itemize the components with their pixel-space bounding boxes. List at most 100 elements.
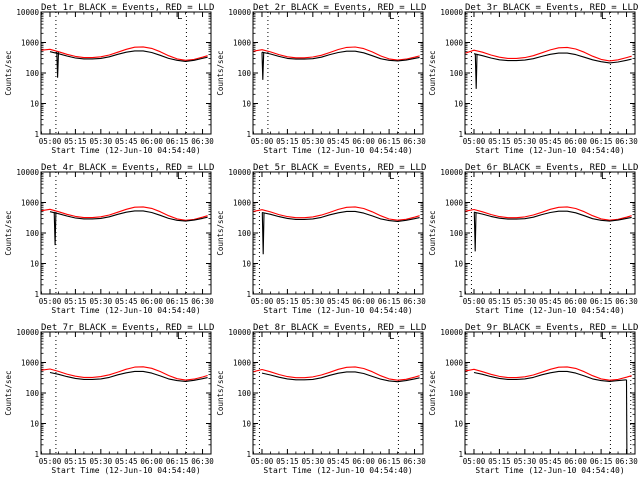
x-tick-label: 05:00 <box>251 137 274 146</box>
plot-frame <box>252 11 424 135</box>
y-tick-label: 100 <box>237 389 251 398</box>
y-tick-label: 1000 <box>233 359 252 368</box>
series-events-line <box>473 370 627 382</box>
x-tick-label: 05:00 <box>251 297 274 306</box>
x-axis-label: Start Time (12-Jun-10 04:54:40) <box>263 466 412 475</box>
legend-mark: L <box>601 332 606 342</box>
y-tick-label: 100 <box>237 229 251 238</box>
y-tick-label: 1 <box>34 130 39 139</box>
y-axis-label: Counts/sec <box>428 370 437 415</box>
y-tick-label: 10 <box>242 420 252 429</box>
x-tick-label: 05:00 <box>39 297 62 306</box>
x-tick-label: 06:15 <box>378 137 401 146</box>
x-tick-label: 05:15 <box>488 297 511 306</box>
y-tick-label: 1000 <box>445 359 464 368</box>
y-tick-label: 100 <box>449 69 463 78</box>
x-tick-label: 05:15 <box>488 137 511 146</box>
y-axis-label: Counts/sec <box>216 210 225 255</box>
x-tick-label: 06:00 <box>352 137 375 146</box>
y-tick-label: 1 <box>246 290 251 299</box>
y-axis-label: Counts/sec <box>4 370 13 415</box>
x-tick-label: 06:15 <box>166 137 189 146</box>
panel-title: Det 8r BLACK = Events, RED = LLD <box>253 323 426 333</box>
plot-frame <box>252 171 424 295</box>
series-events-line <box>473 210 632 222</box>
y-tick-label: 1 <box>34 290 39 299</box>
x-tick-label: 05:45 <box>115 457 138 466</box>
y-tick-label: 1000 <box>233 199 252 208</box>
x-tick-label: 05:00 <box>463 457 486 466</box>
panel-title: Det 3r BLACK = Events, RED = LLD <box>465 3 638 13</box>
y-axis-label: Counts/sec <box>428 50 437 95</box>
x-tick-label: 06:00 <box>140 457 163 466</box>
legend-mark: L <box>389 332 394 342</box>
events-dropout-spike <box>473 212 477 252</box>
y-axis-label: Counts/sec <box>216 50 225 95</box>
x-tick-label: 05:30 <box>302 457 325 466</box>
x-tick-label: 06:15 <box>590 137 613 146</box>
series-events-line <box>261 371 420 383</box>
x-axis-label: Start Time (12-Jun-10 04:54:40) <box>475 466 624 475</box>
series-lld-line <box>253 366 420 381</box>
x-tick-label: 05:45 <box>539 137 562 146</box>
x-tick-label: 06:30 <box>191 297 214 306</box>
x-axis-label: Start Time (12-Jun-10 04:54:40) <box>51 466 200 475</box>
y-tick-label: 1000 <box>233 39 252 48</box>
x-tick-label: 05:30 <box>90 457 113 466</box>
x-tick-label: 06:00 <box>140 137 163 146</box>
x-tick-label: 05:45 <box>115 137 138 146</box>
y-tick-label: 10 <box>30 260 40 269</box>
x-tick-label: 06:30 <box>615 297 638 306</box>
x-tick-label: 05:30 <box>90 137 113 146</box>
series-events-line <box>49 210 208 222</box>
x-tick-label: 05:15 <box>64 457 87 466</box>
x-tick-label: 05:15 <box>488 457 511 466</box>
x-tick-label: 06:00 <box>564 457 587 466</box>
y-tick-label: 100 <box>449 229 463 238</box>
y-axis-label: Counts/sec <box>428 210 437 255</box>
x-tick-label: 05:15 <box>276 457 299 466</box>
x-axis-label: Start Time (12-Jun-10 04:54:40) <box>475 146 624 155</box>
legend-mark: L <box>177 12 182 22</box>
x-tick-label: 06:15 <box>378 297 401 306</box>
x-tick-label: 05:00 <box>463 297 486 306</box>
panel-title: Det 1r BLACK = Events, RED = LLD <box>41 3 214 13</box>
x-tick-label: 06:00 <box>564 297 587 306</box>
x-tick-label: 05:00 <box>463 137 486 146</box>
y-axis-label: Counts/sec <box>4 210 13 255</box>
x-axis-label: Start Time (12-Jun-10 04:54:40) <box>51 146 200 155</box>
x-tick-label: 05:15 <box>276 137 299 146</box>
y-tick-label: 10000 <box>228 168 251 177</box>
x-tick-label: 06:00 <box>564 137 587 146</box>
series-events-line <box>49 50 208 62</box>
y-tick-label: 10 <box>242 260 252 269</box>
x-axis-label: Start Time (12-Jun-10 04:54:40) <box>475 306 624 315</box>
x-tick-label: 06:00 <box>140 297 163 306</box>
series-lld-line <box>41 206 208 221</box>
series-events-line <box>473 52 632 64</box>
legend-mark: L <box>601 12 606 22</box>
x-tick-label: 06:00 <box>352 297 375 306</box>
plot-frame <box>464 171 636 295</box>
x-tick-label: 06:15 <box>166 457 189 466</box>
x-tick-label: 05:45 <box>327 137 350 146</box>
panel-title: Det 2r BLACK = Events, RED = LLD <box>253 3 426 13</box>
events-dropout-spike <box>474 53 478 89</box>
y-tick-label: 1 <box>34 450 39 459</box>
y-tick-label: 100 <box>449 389 463 398</box>
y-tick-label: 1 <box>458 290 463 299</box>
series-lld-line <box>465 46 632 62</box>
x-axis-label: Start Time (12-Jun-10 04:54:40) <box>263 306 412 315</box>
x-tick-label: 05:30 <box>514 457 537 466</box>
y-tick-label: 1000 <box>21 199 40 208</box>
y-axis-label: Counts/sec <box>4 50 13 95</box>
x-tick-label: 05:30 <box>514 137 537 146</box>
x-tick-label: 05:00 <box>251 457 274 466</box>
series-events-line <box>261 50 420 62</box>
y-tick-label: 100 <box>25 69 39 78</box>
